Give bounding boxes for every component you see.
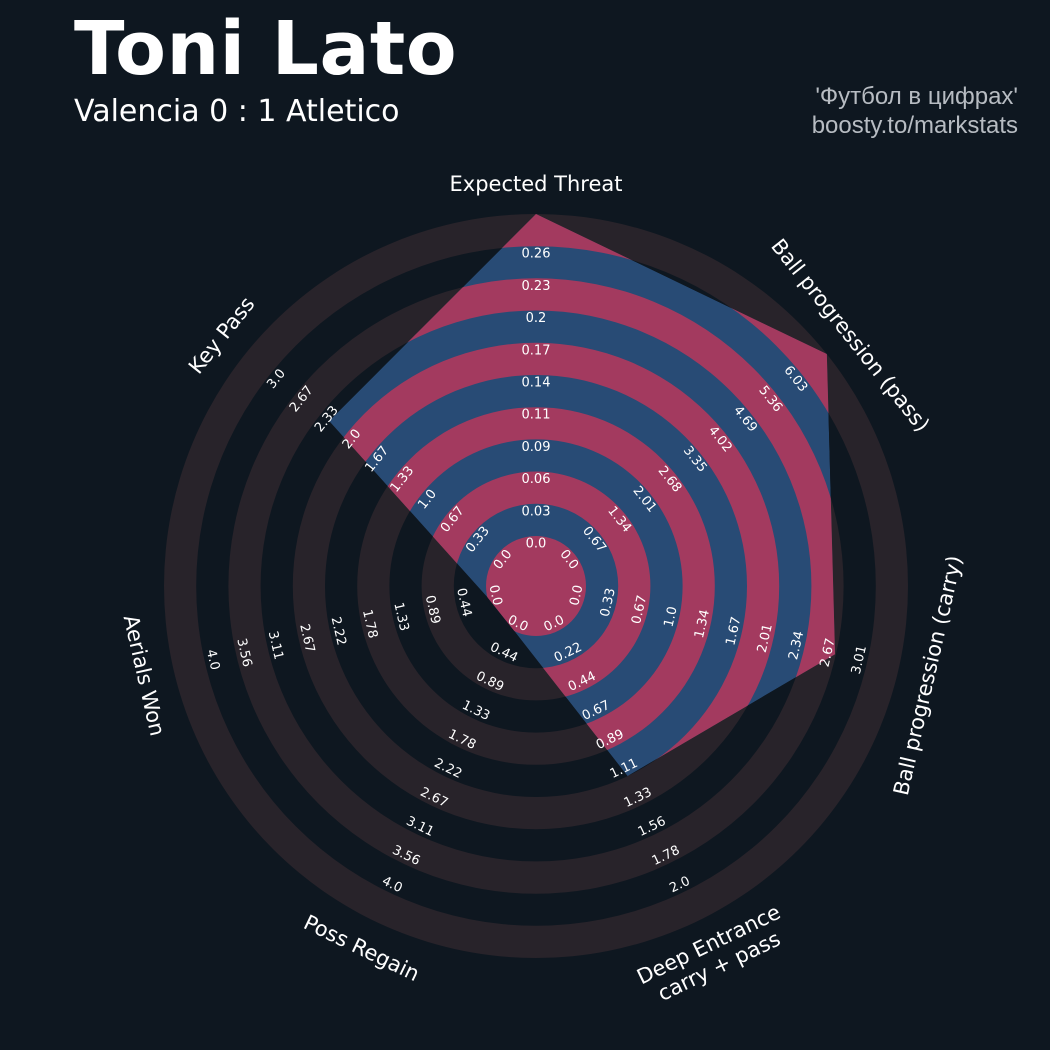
credit-line-1: 'Футбол в цифрах' <box>815 83 1018 110</box>
value-inner-circle <box>486 536 586 636</box>
tick-label: 0.14 <box>522 376 551 391</box>
parameter-label: Aerials Won <box>119 613 170 739</box>
tick-label: 2.34 <box>786 630 807 662</box>
tick-label: 1.0 <box>662 605 681 629</box>
tick-label: 0.11 <box>522 408 551 423</box>
tick-label: 0.0 <box>567 584 586 608</box>
tick-label: 0.09 <box>522 440 551 455</box>
match-score-subtitle: Valencia 0 : 1 Atletico <box>74 94 400 129</box>
tick-label: 0.89 <box>422 594 443 626</box>
credit-block: 'Футбол в цифрах' boosty.to/markstats <box>812 82 1018 140</box>
tick-label: 3.11 <box>265 630 286 662</box>
tick-label: 0.44 <box>453 587 474 619</box>
tick-label: 0.23 <box>522 279 551 294</box>
value-polygon <box>329 214 836 777</box>
tick-label: 1.78 <box>359 608 380 640</box>
tick-label: 0.26 <box>522 247 551 262</box>
credit-line-2: boosty.to/markstats <box>811 112 1018 139</box>
tick-label: 0.0 <box>526 537 547 552</box>
tick-label: 2.01 <box>755 623 776 655</box>
tick-label: 2.67 <box>818 637 839 669</box>
tick-label: 0.67 <box>629 594 650 626</box>
parameter-label-line: Expected Threat <box>450 172 623 196</box>
tick-label: 0.17 <box>522 343 551 358</box>
tick-label: 4.0 <box>203 648 222 672</box>
parameter-label: Expected Threat <box>450 172 623 196</box>
tick-label: 3.01 <box>849 644 870 676</box>
tick-label: 2.67 <box>296 623 317 655</box>
tick-label: 0.2 <box>526 311 547 326</box>
tick-label: 0.33 <box>598 587 619 619</box>
tick-label: 0.0 <box>485 584 504 608</box>
tick-label: 0.06 <box>522 472 551 487</box>
tick-label: 1.34 <box>692 608 713 640</box>
parameter-label-line: Aerials Won <box>119 613 170 739</box>
player-name-title: Toni Lato <box>74 6 458 92</box>
tick-label: 1.33 <box>390 601 411 633</box>
tick-label: 0.03 <box>522 504 551 519</box>
tick-label: 3.56 <box>233 637 254 669</box>
tick-label: 1.67 <box>723 615 744 647</box>
tick-label: 2.22 <box>328 615 349 647</box>
